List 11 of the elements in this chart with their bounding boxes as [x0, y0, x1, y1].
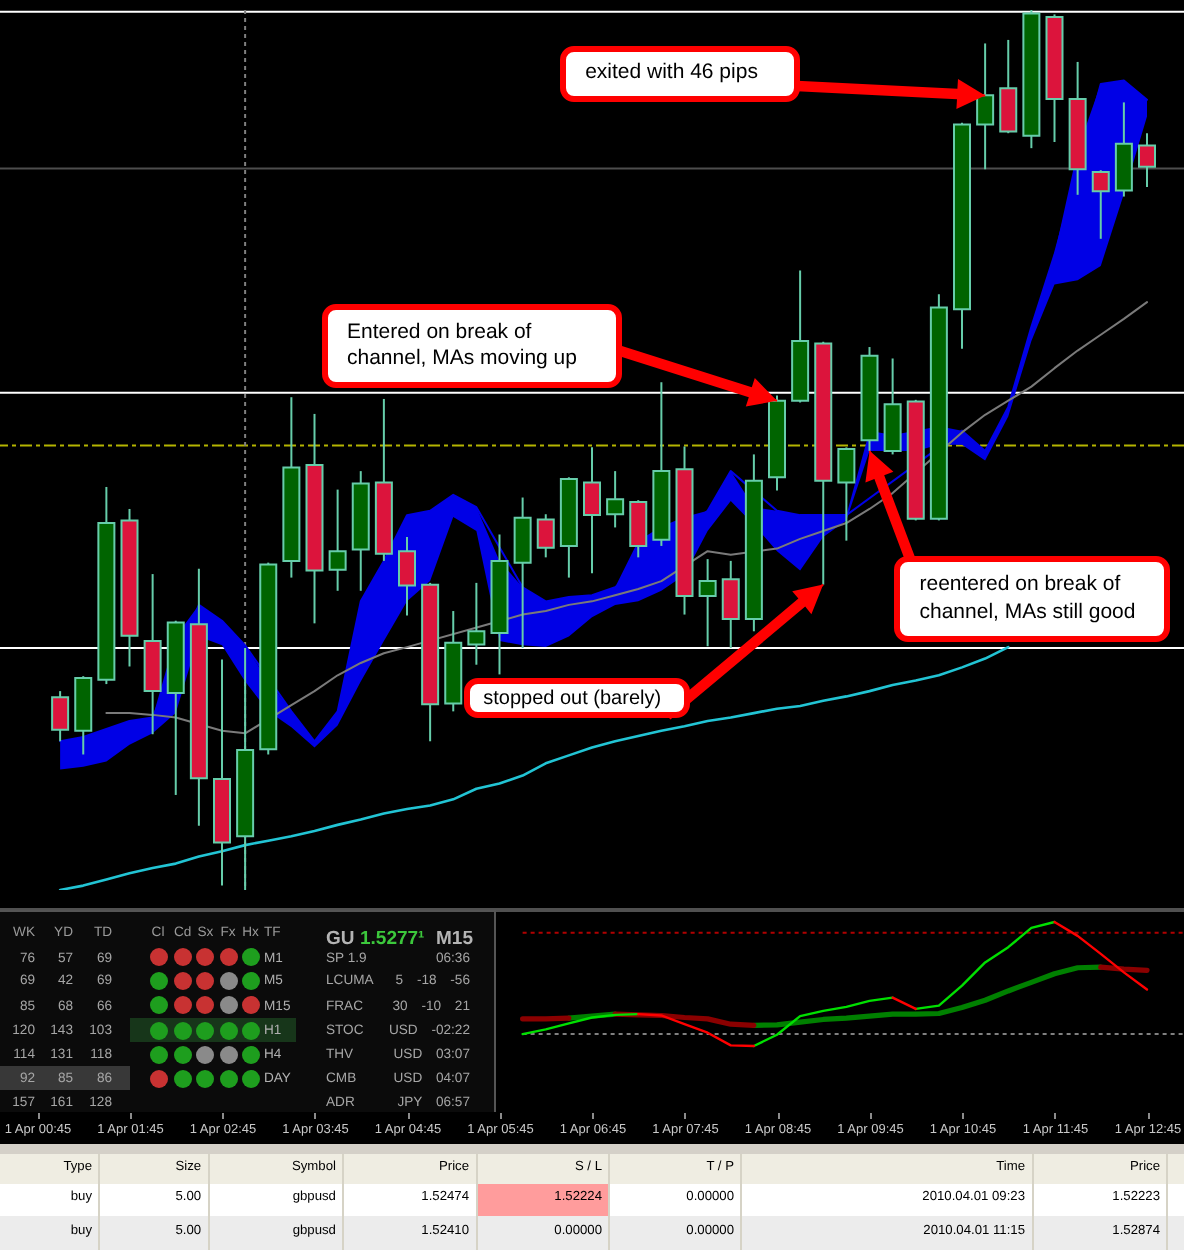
annotation: reentered on break of channel, MAs still good — [919, 572, 1136, 628]
annotation: exited with 46 pips — [585, 59, 758, 87]
callout-box: stopped out (barely) — [463, 678, 690, 719]
annotation: GU — [326, 928, 355, 951]
annotation: stopped out (barely) — [483, 685, 662, 712]
annotation: Entered on break of channel, MAs moving up — [347, 319, 577, 374]
annotation: M15 — [436, 928, 473, 951]
callout-box: reentered on break of channel, MAs still good — [893, 556, 1170, 643]
annotation: 1.5277¹ — [360, 928, 425, 951]
callout-box: exited with 46 pips — [559, 45, 800, 102]
callout-box: Entered on break of channel, MAs moving up — [321, 304, 621, 389]
